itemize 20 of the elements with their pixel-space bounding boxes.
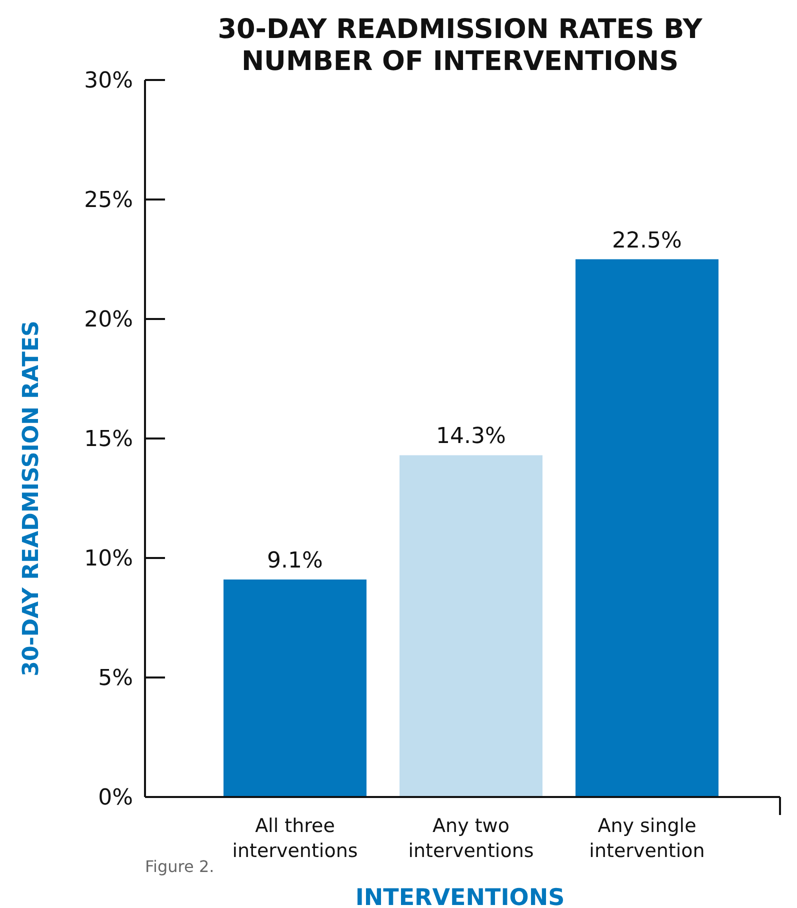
bar [224,580,366,797]
y-tick-label: 0% [98,786,133,811]
y-tick-label: 30% [84,68,133,94]
x-axis-title: INTERVENTIONS [355,885,565,908]
y-tick-label: 15% [84,427,133,452]
x-tick-label: Any single intervention [589,815,705,862]
x-tick-label: Any two interventions [408,815,534,862]
x-tick-label: All three interventions [232,815,358,862]
bar [400,455,542,797]
y-axis-title: 30-DAY READMISSION RATES [19,320,44,676]
chart-title: 30-DAY READMISSION RATES BY NUMBER OF INTERVENTIONS [218,14,703,77]
data-label: 14.3% [436,424,506,450]
data-label: 9.1% [267,548,323,574]
caption: Figure 2. [145,857,214,876]
y-tick-label: 5% [98,666,133,692]
y-tick-label: 25% [84,188,133,214]
y-tick-label: 20% [84,308,133,333]
y-tick-label: 10% [84,546,133,572]
bar [576,259,718,797]
data-label: 22.5% [612,228,682,254]
